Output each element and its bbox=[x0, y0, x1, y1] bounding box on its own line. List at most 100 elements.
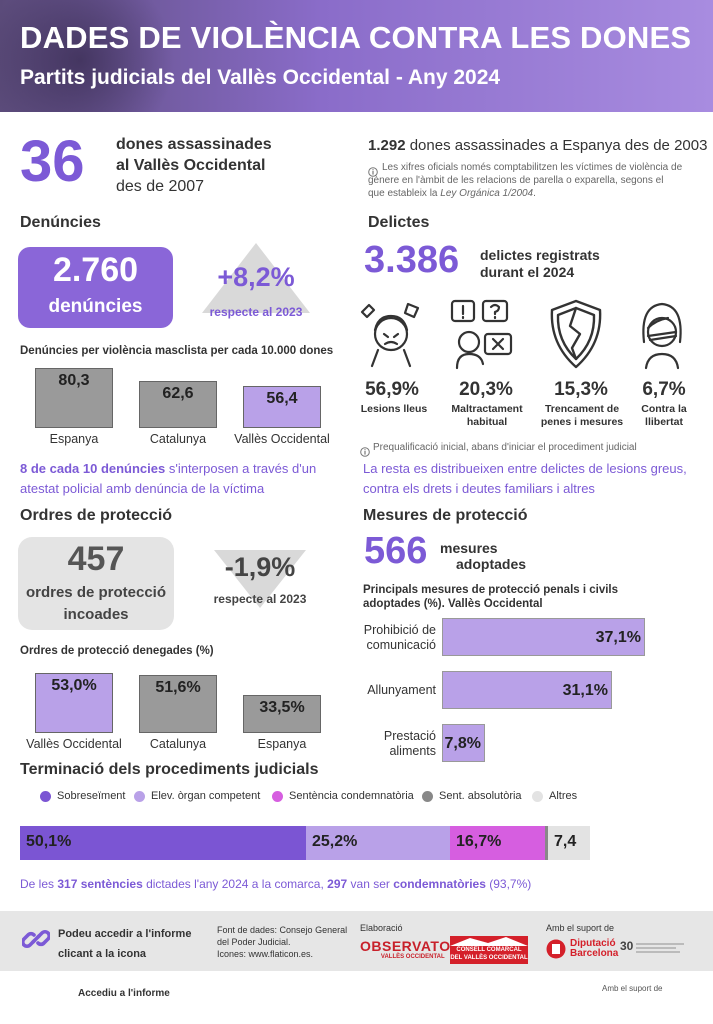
diputacio-2: Barcelona bbox=[570, 948, 619, 959]
diputacio-logo: Diputació Barcelona bbox=[546, 939, 618, 959]
delictes-rest-1: La resta es distribueixen entre delictes… bbox=[363, 461, 687, 476]
delicte-pct-4: 6,7% bbox=[642, 379, 686, 400]
denuncies-unit: denúncies bbox=[48, 296, 143, 317]
hbar-value-label-3: 7,8% bbox=[444, 735, 481, 752]
ordres-chart-title: Ordres de protecció denegades (%) bbox=[20, 645, 214, 657]
terminacio-chart: Sobreseïment Elev. òrgan competent Sentènc… bbox=[0, 780, 713, 870]
delicte-pct-1: 56,9% bbox=[365, 379, 419, 400]
footer bbox=[0, 911, 713, 971]
bar-2 bbox=[139, 381, 217, 428]
stack-value-label-1: 50,1% bbox=[26, 833, 72, 850]
ordres-chart: 53,0% Vallès Occidental 51,6% Catalunya 33,5… bbox=[20, 665, 340, 755]
legend-swatch-4 bbox=[422, 790, 433, 802]
access-report-link[interactable]: Accediu a l'informe bbox=[78, 988, 170, 999]
denuncies-note-line2: atestat policial amb denúncia de la víct… bbox=[20, 481, 265, 496]
legend-item-5: Altres bbox=[532, 790, 577, 802]
bar-value-label-3: 56,4 bbox=[266, 390, 298, 407]
stack-segment-3 bbox=[450, 826, 545, 860]
source-3: Icones: www.flaticon.es. bbox=[217, 949, 314, 959]
injured-person-icon bbox=[358, 298, 424, 373]
stack-value-label-5: 7,4 bbox=[554, 833, 577, 850]
bar-2 bbox=[139, 675, 217, 733]
anniversary-logo: 30 bbox=[620, 939, 634, 953]
ordres-card bbox=[18, 537, 174, 630]
legend-swatch-1 bbox=[40, 790, 51, 802]
delicte-label-3: Trencament de penes i mesures bbox=[540, 403, 624, 428]
note-e: van ser bbox=[347, 877, 394, 891]
murdered-line1: dones assassinades bbox=[116, 136, 272, 153]
spain-murdered-text: dones assassinades a Espanya des de 2003 bbox=[409, 137, 708, 154]
sentencies-note: De les 317 sentències dictades l'any 202… bbox=[20, 877, 531, 891]
mesures-chart-title-2: adoptades (%). Vallès Occidental bbox=[363, 598, 543, 610]
bar-value-label-2: 62,6 bbox=[162, 385, 194, 402]
spain-murdered-number: 1.292 bbox=[368, 137, 406, 154]
abuse-icon bbox=[449, 298, 519, 375]
source-1: Font de dades: Consejo General bbox=[217, 925, 348, 935]
link-icon[interactable] bbox=[20, 925, 52, 958]
source-2: del Poder Judicial. bbox=[217, 937, 291, 947]
bar-3 bbox=[243, 695, 321, 733]
hbar-value-label-1: 37,1% bbox=[595, 629, 641, 646]
delicte-label-2: Maltractament habitual bbox=[451, 403, 523, 428]
bar-value-label-2: 51,6% bbox=[155, 679, 201, 696]
diputacio-text: Diputació Barcelona bbox=[570, 939, 618, 959]
stack-segment-5 bbox=[548, 826, 590, 860]
bar-category-label-1: Vallès Occidental bbox=[26, 737, 122, 751]
gagged-woman-icon bbox=[634, 298, 690, 375]
hbar-category-label-1: Prohibició de comunicació bbox=[363, 623, 436, 652]
triangle-up-icon bbox=[198, 243, 314, 320]
ordres-caption-1: ordres de protecció bbox=[25, 584, 167, 601]
access-text-1: Podeu accedir a l'informe bbox=[58, 928, 192, 940]
stack-segment-2 bbox=[306, 826, 450, 860]
hbar-2 bbox=[442, 671, 612, 709]
access-text-2: clicant a la icona bbox=[58, 948, 147, 960]
denuncies-card bbox=[18, 247, 173, 328]
bar-category-label-3: Espanya bbox=[257, 737, 307, 751]
note-c: dictades l'any 2024 a la comarca, bbox=[142, 877, 328, 891]
legend-item-3: Sentència condemnatòria bbox=[272, 790, 414, 802]
hbar-category-label-2: Allunyament bbox=[367, 683, 436, 697]
info-icon bbox=[368, 164, 378, 182]
bar-value-label-3: 33,5% bbox=[259, 699, 305, 716]
delicte-label-1: Lesions lleus bbox=[360, 403, 428, 415]
ordres-change: -1,9% bbox=[224, 552, 296, 582]
bar-category-label-2: Catalunya bbox=[149, 432, 207, 446]
hbar-category-label-3: Prestació aliments bbox=[383, 729, 436, 758]
ordres-change-caption: respecte al 2023 bbox=[213, 592, 307, 606]
delicte-pct-3: 15,3% bbox=[554, 379, 608, 400]
stack-segment-1 bbox=[20, 826, 306, 860]
mesures-chart-title-1: Principals mesures de protecció penals i… bbox=[363, 584, 619, 596]
murdered-count: 36 bbox=[20, 129, 85, 194]
note-line-3: que estableix la Ley Orgánica 1/2004. bbox=[368, 188, 663, 201]
law-reference: Ley Orgánica 1/2004 bbox=[440, 187, 534, 199]
hbar-1 bbox=[442, 618, 645, 656]
elaboracio-label: Elaboració bbox=[360, 923, 403, 933]
stack-segment-4 bbox=[545, 826, 548, 860]
official-figures-note-2: gènere en l'àmbit de les relacions de pa… bbox=[368, 175, 663, 200]
legend-label-5: Altres bbox=[549, 790, 578, 802]
mesures-chart: 37,1% Prohibició de comunicació 31,1% Alluny… bbox=[340, 612, 700, 762]
delictes-caption-2: durant el 2024 bbox=[480, 264, 575, 280]
legend-label-4: Sent. absolutòria bbox=[439, 790, 522, 802]
legend-item-2: Elev. òrgan competent bbox=[134, 790, 260, 802]
delicte-pct-2: 20,3% bbox=[459, 379, 513, 400]
section-ordres: Ordres de protecció bbox=[20, 507, 173, 524]
spain-murdered: 1.292 dones assassinades a Espanya des d… bbox=[368, 137, 707, 154]
note-line-3c: . bbox=[533, 187, 536, 199]
legend-label-3: Sentència condemnatòria bbox=[289, 790, 414, 802]
delictes-rest-2: contra els drets i deutes familiars i al… bbox=[363, 481, 595, 496]
denuncies-change-caption: respecte al 2023 bbox=[209, 305, 303, 319]
bar-value-label-1: 53,0% bbox=[51, 677, 97, 694]
delictes-rest: La resta es distribueixen entre delictes… bbox=[363, 459, 687, 499]
section-mesures: Mesures de protecció bbox=[363, 507, 528, 524]
source-text: Font de dades: Consejo General del Poder… bbox=[217, 924, 347, 960]
note-d: 297 bbox=[327, 877, 348, 891]
note-f: condemnatòries bbox=[393, 877, 486, 891]
denuncies-note: 8 de cada 10 denúncies s'interposen a tr… bbox=[20, 459, 316, 499]
mesures-caption-1: mesures bbox=[440, 540, 498, 556]
legend-swatch-3 bbox=[272, 790, 283, 802]
delictes-caption-1: delictes registrats bbox=[480, 247, 600, 263]
delictes-note: Prequalificació inicial, abans d'iniciar… bbox=[373, 442, 637, 453]
consell-logo-2: DEL VALLÈS OCCIDENTAL bbox=[450, 955, 528, 961]
bar-category-label-2: Catalunya bbox=[149, 737, 207, 751]
